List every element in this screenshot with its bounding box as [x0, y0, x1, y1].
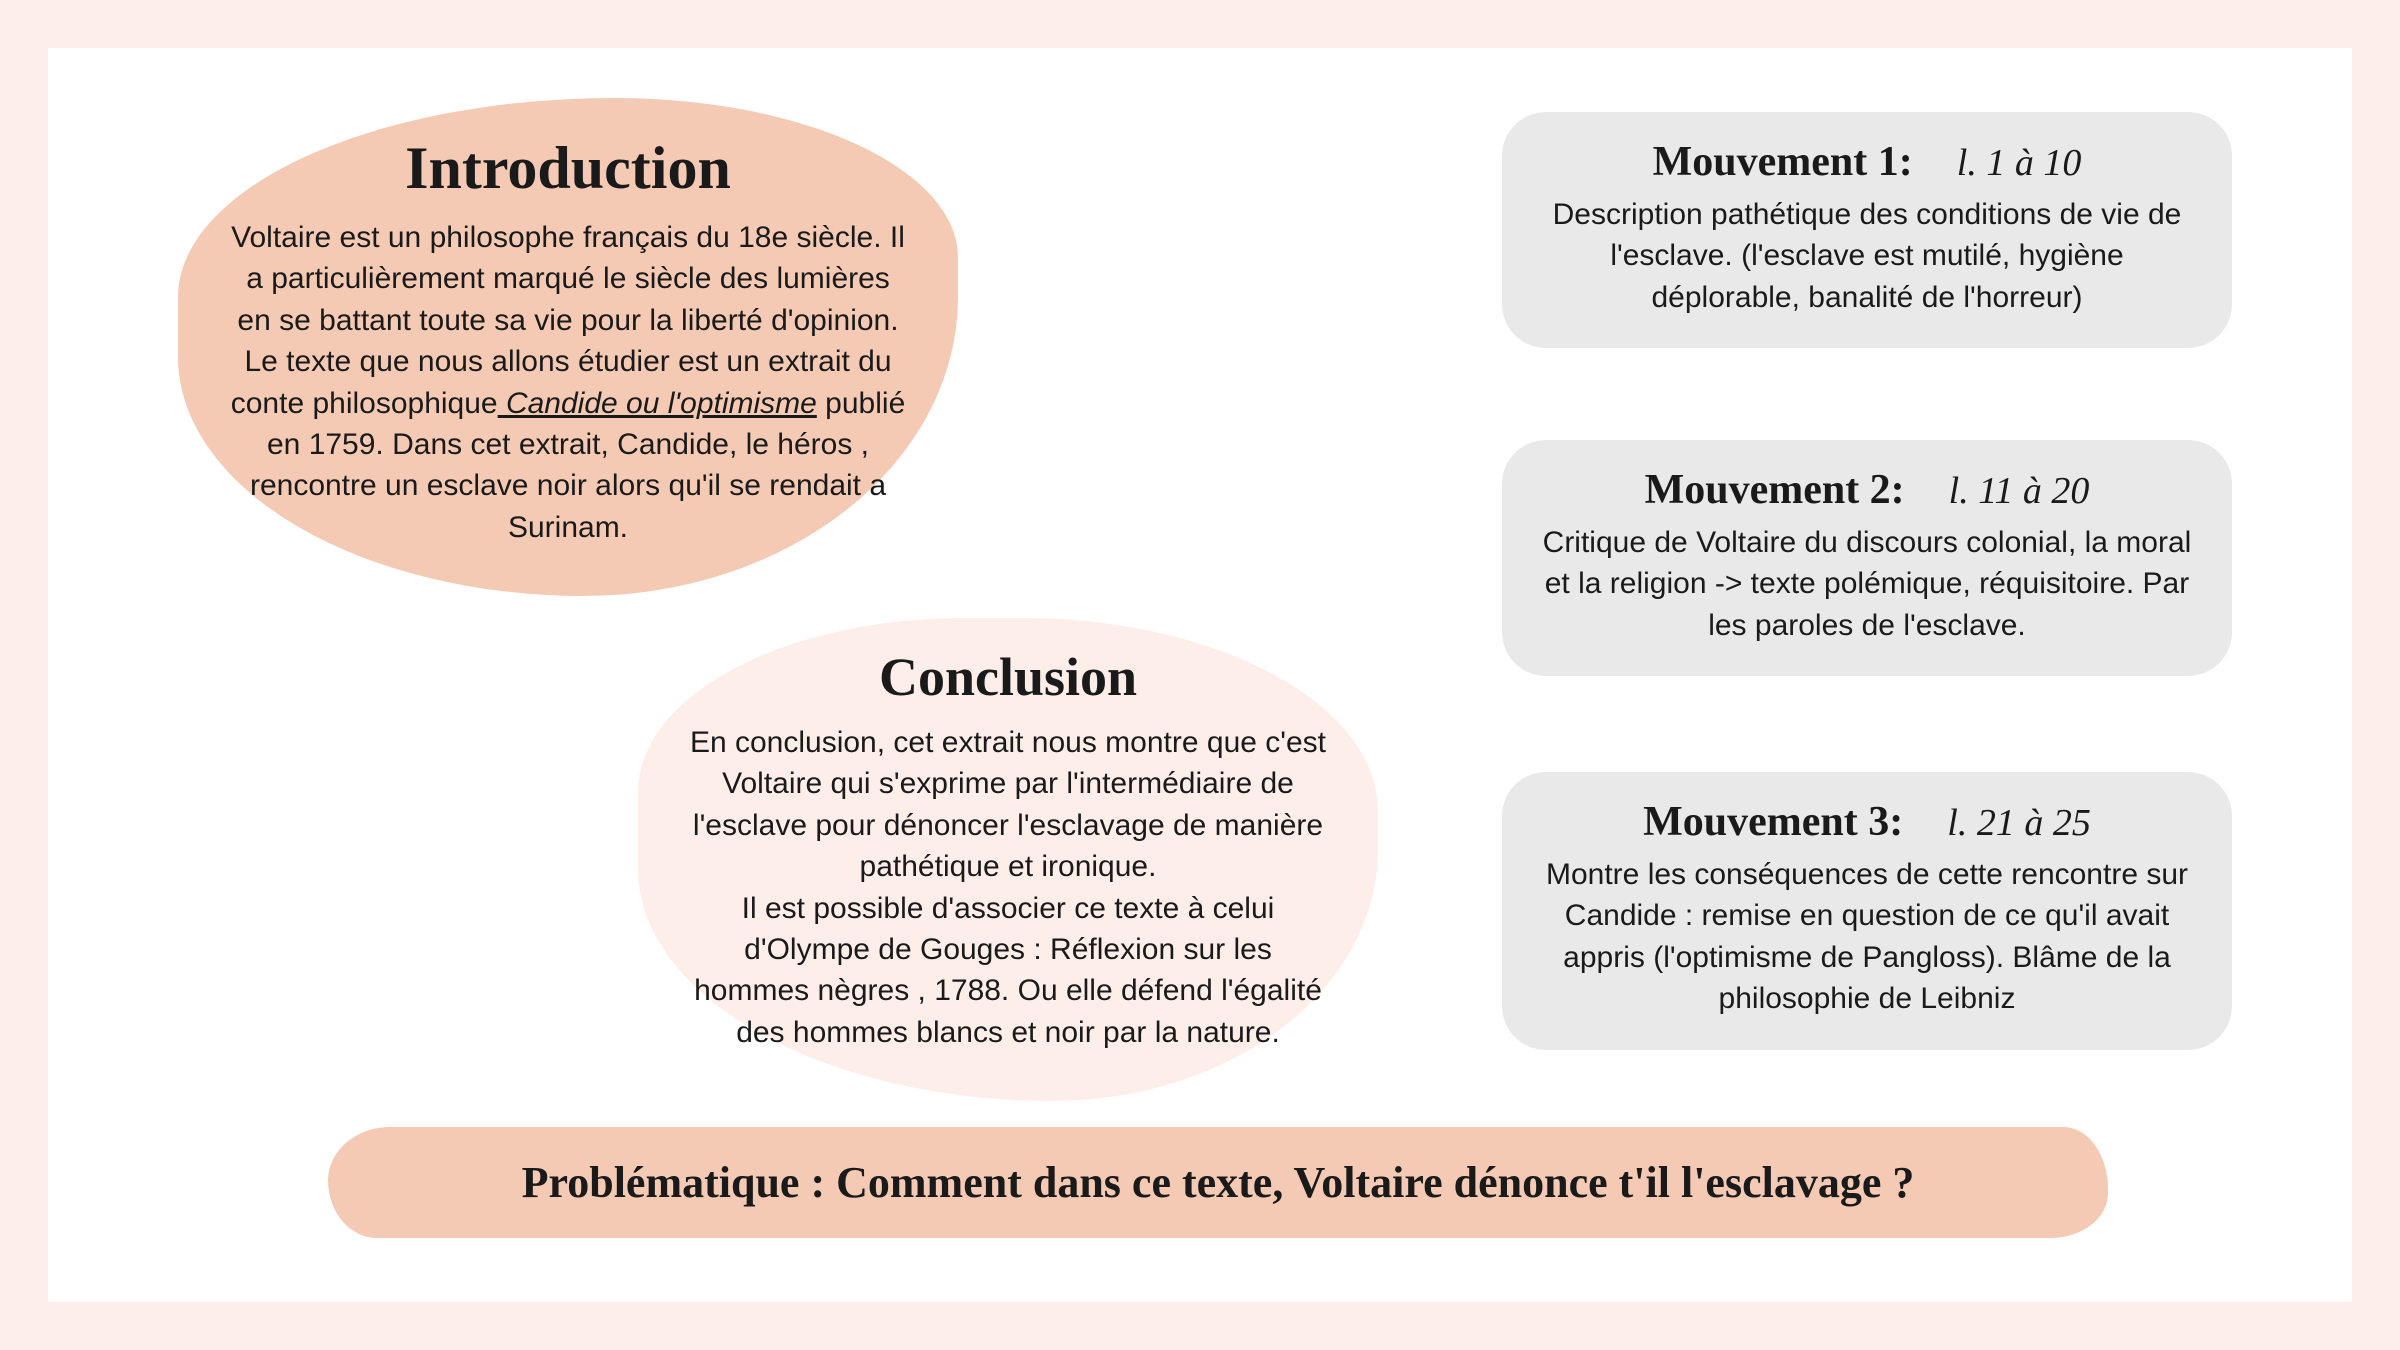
mouvement-2-label: Mouvement 2:: [1645, 466, 1905, 514]
conclusion-body: En conclusion, cet extrait nous montre q…: [686, 722, 1330, 1053]
mouvement-2-range: l. 11 à 20: [1949, 469, 2090, 513]
introduction-body: Voltaire est un philosophe français du 1…: [226, 217, 910, 548]
mouvement-1-range: l. 1 à 10: [1957, 141, 2082, 185]
mouvement-3-head: Mouvement 3: l. 21 à 25: [1540, 798, 2194, 846]
mouvement-2-head: Mouvement 2: l. 11 à 20: [1540, 466, 2194, 514]
mouvement-1-head: Mouvement 1: l. 1 à 10: [1540, 138, 2194, 186]
conclusion-title: Conclusion: [686, 646, 1330, 708]
conclusion-card: Conclusion En conclusion, cet extrait no…: [638, 618, 1378, 1101]
problematique-text: Problématique : Comment dans ce texte, V…: [384, 1157, 2052, 1208]
mouvement-1-label: Mouvement 1:: [1653, 138, 1913, 186]
problematique-banner: Problématique : Comment dans ce texte, V…: [328, 1127, 2108, 1238]
intro-text-italic: Candide ou l'optimisme: [498, 387, 817, 420]
mouvement-card-2: Mouvement 2: l. 11 à 20 Critique de Volt…: [1502, 440, 2232, 676]
mouvement-card-3: Mouvement 3: l. 21 à 25 Montre les consé…: [1502, 772, 2232, 1050]
introduction-card: Introduction Voltaire est un philosophe …: [178, 98, 958, 596]
canvas: Introduction Voltaire est un philosophe …: [48, 48, 2352, 1302]
mouvement-3-body: Montre les conséquences de cette rencont…: [1540, 854, 2194, 1020]
mouvement-card-1: Mouvement 1: l. 1 à 10 Description pathé…: [1502, 112, 2232, 348]
mouvement-3-label: Mouvement 3:: [1643, 798, 1903, 846]
introduction-title: Introduction: [226, 134, 910, 203]
mouvement-2-body: Critique de Voltaire du discours colonia…: [1540, 522, 2194, 646]
mouvement-1-body: Description pathétique des conditions de…: [1540, 194, 2194, 318]
mouvement-3-range: l. 21 à 25: [1947, 801, 2091, 845]
